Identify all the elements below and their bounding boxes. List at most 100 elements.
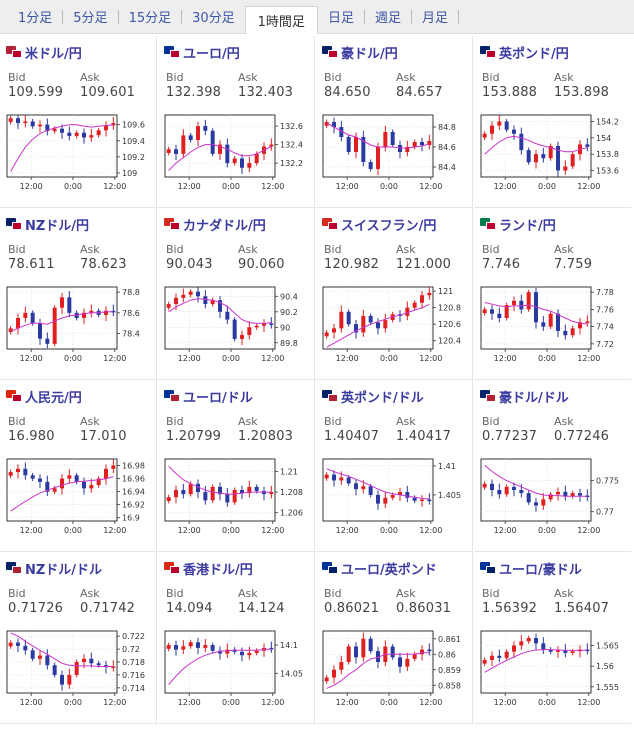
candle-body <box>8 642 13 647</box>
pair-title[interactable]: 人民元/円 <box>6 388 82 406</box>
candle-body <box>526 493 531 503</box>
pair-name-link[interactable]: スイスフラン/円 <box>341 218 437 234</box>
pair-title[interactable]: カナダドル/円 <box>164 216 266 234</box>
tab-15min[interactable]: 15分足 <box>128 11 172 26</box>
tab-weekly[interactable]: 週足 <box>374 11 401 26</box>
pair-name-link[interactable]: 米ドル/円 <box>25 46 82 62</box>
pair-title[interactable]: 香港ドル/円 <box>164 560 253 578</box>
y-tick-label: 1.555 <box>596 683 619 692</box>
candle-body <box>203 492 208 501</box>
rate-panel: ランド/円 Bid Ask 7.746 7.759 7.78 7.76 7.74 7.… <box>474 208 631 380</box>
candle-body <box>269 647 274 650</box>
candle-body <box>585 649 590 652</box>
pair-title[interactable]: 英ポンド/ドル <box>322 388 424 406</box>
candle-body <box>240 490 244 494</box>
candle-body <box>247 163 252 168</box>
candle-body <box>174 297 178 305</box>
pair-title[interactable]: ユーロ/ドル <box>164 388 253 406</box>
pair-name-link[interactable]: NZドル/ドル <box>25 562 103 578</box>
currency-flags-icon <box>6 390 23 402</box>
price-chart[interactable]: 90.4 90.2 90 89.8 12:00 0:00 12:00 <box>162 284 312 368</box>
candle-body <box>82 132 86 138</box>
y-tick-label: 7.76 <box>596 305 614 314</box>
x-tick-label: 0:00 <box>222 526 240 535</box>
candle-body <box>519 641 524 646</box>
pair-name-link[interactable]: 豪ドル/ドル <box>499 390 569 406</box>
pair-title[interactable]: 豪ドル/円 <box>322 44 398 62</box>
tab-5min[interactable]: 5分足 <box>73 11 108 26</box>
pair-title[interactable]: スイスフラン/円 <box>322 216 437 234</box>
candle-body <box>60 128 64 133</box>
candle-body <box>585 321 590 323</box>
candle-body <box>376 494 380 504</box>
moving-average-line <box>168 298 272 324</box>
ask-value: 1.20803 <box>238 429 294 444</box>
candle-body <box>346 311 351 325</box>
pair-title[interactable]: 英ポンド/円 <box>480 44 569 62</box>
candle-body <box>218 300 222 312</box>
candle-body <box>405 147 410 152</box>
candle-body <box>504 305 509 318</box>
y-tick-label: 1.41 <box>438 462 456 471</box>
candle-body <box>556 650 560 652</box>
pair-name-link[interactable]: ユーロ/ドル <box>183 390 253 406</box>
candle-body <box>563 330 568 336</box>
candle-body <box>196 483 200 493</box>
tab-30min[interactable]: 30分足 <box>192 11 235 26</box>
pair-name-link[interactable]: カナダドル/円 <box>183 218 266 234</box>
candle-body <box>111 310 116 313</box>
y-tick-label: 84.6 <box>438 143 456 152</box>
price-chart[interactable]: 7.78 7.76 7.74 7.72 12:00 0:00 12:00 <box>478 284 628 368</box>
price-chart[interactable]: 1.565 1.56 1.555 12:00 0:00 12:00 <box>478 628 628 712</box>
pair-name-link[interactable]: ユーロ/豪ドル <box>499 562 582 578</box>
price-chart[interactable]: 78.8 78.6 78.4 12:00 0:00 12:00 <box>4 284 154 368</box>
price-chart[interactable]: 154.2 154 153.8 153.6 12:00 0:00 12:00 <box>478 112 628 196</box>
pair-title[interactable]: 豪ドル/ドル <box>480 388 569 406</box>
pair-name-link[interactable]: 豪ドル/円 <box>341 46 398 62</box>
pair-name-link[interactable]: NZドル/円 <box>25 218 90 234</box>
pair-name-link[interactable]: 英ポンド/ドル <box>341 390 424 406</box>
price-chart[interactable]: 0.775 0.77 12:00 0:00 12:00 <box>478 456 628 540</box>
pair-name-link[interactable]: 人民元/円 <box>25 390 82 406</box>
tab-monthly[interactable]: 月足 <box>421 11 448 26</box>
candle-body <box>339 662 344 670</box>
bid-label: Bid <box>166 415 184 428</box>
price-chart[interactable]: 0.861 0.86 0.859 0.858 12:00 0:00 12:00 <box>320 628 470 712</box>
price-chart[interactable]: 1.21 1.208 1.206 12:00 0:00 12:00 <box>162 456 312 540</box>
price-chart[interactable]: 84.8 84.6 84.4 12:00 0:00 12:00 <box>320 112 470 196</box>
tab-1hour[interactable]: 1時間足 <box>244 5 318 34</box>
price-chart[interactable]: 14.1 14.05 12:00 0:00 12:00 <box>162 628 312 712</box>
pair-title[interactable]: ランド/円 <box>480 216 556 234</box>
tab-daily[interactable]: 日足 <box>327 11 354 26</box>
x-tick-label: 12:00 <box>419 526 442 535</box>
pair-name-link[interactable]: ランド/円 <box>499 218 556 234</box>
candle-body <box>74 132 79 136</box>
price-chart[interactable]: 121 120.8 120.6 120.4 12:00 0:00 12:00 <box>320 284 470 368</box>
pair-name-link[interactable]: ユーロ/英ポンド <box>341 562 437 578</box>
pair-title[interactable]: NZドル/ドル <box>6 560 103 578</box>
price-chart[interactable]: 109.6 109.4 109.2 109 12:00 0:00 12:00 <box>4 112 154 196</box>
price-chart[interactable]: 0.722 0.72 0.718 0.716 0.714 12:00 0:00 12:00 <box>4 628 154 712</box>
price-chart[interactable]: 16.98 16.96 16.94 16.92 16.9 12:00 0:00 12:00 <box>4 456 154 540</box>
pair-name-link[interactable]: 香港ドル/円 <box>183 562 253 578</box>
ask-label: Ask <box>396 415 416 428</box>
x-tick-label: 0:00 <box>380 182 398 191</box>
y-tick-label: 0.714 <box>122 684 145 693</box>
candle-body <box>361 137 366 162</box>
pair-title[interactable]: ユーロ/豪ドル <box>480 560 582 578</box>
pair-title[interactable]: NZドル/円 <box>6 216 90 234</box>
pair-title[interactable]: ユーロ/円 <box>164 44 240 62</box>
pair-name-link[interactable]: ユーロ/円 <box>183 46 240 62</box>
candle-body <box>30 650 35 659</box>
pair-title[interactable]: ユーロ/英ポンド <box>322 560 437 578</box>
tab-1min[interactable]: 1分足 <box>18 11 53 26</box>
x-tick-label: 12:00 <box>494 526 517 535</box>
price-chart[interactable]: 132.6 132.4 132.2 12:00 0:00 12:00 <box>162 112 312 196</box>
price-chart[interactable]: 1.41 1.405 12:00 0:00 12:00 <box>320 456 470 540</box>
ask-label: Ask <box>80 587 100 600</box>
ask-label: Ask <box>238 243 258 256</box>
ask-value: 14.124 <box>238 601 285 616</box>
y-tick-label: 109.6 <box>122 121 145 130</box>
pair-title[interactable]: 米ドル/円 <box>6 44 82 62</box>
pair-name-link[interactable]: 英ポンド/円 <box>499 46 569 62</box>
